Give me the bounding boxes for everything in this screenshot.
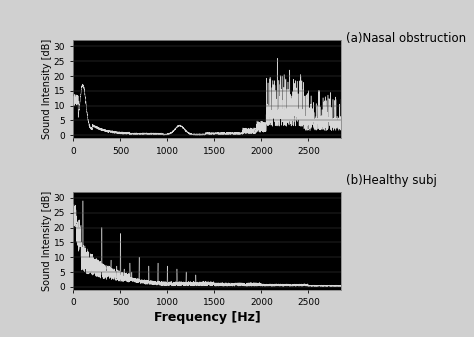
X-axis label: Frequency [Hz]: Frequency [Hz] [154,311,261,324]
Y-axis label: Sound Intensity [dB]: Sound Intensity [dB] [42,39,52,140]
Y-axis label: Sound Intensity [dB]: Sound Intensity [dB] [42,191,52,291]
Text: (b)Healthy subj: (b)Healthy subj [346,174,437,187]
Text: (a)Nasal obstruction: (a)Nasal obstruction [346,32,466,45]
